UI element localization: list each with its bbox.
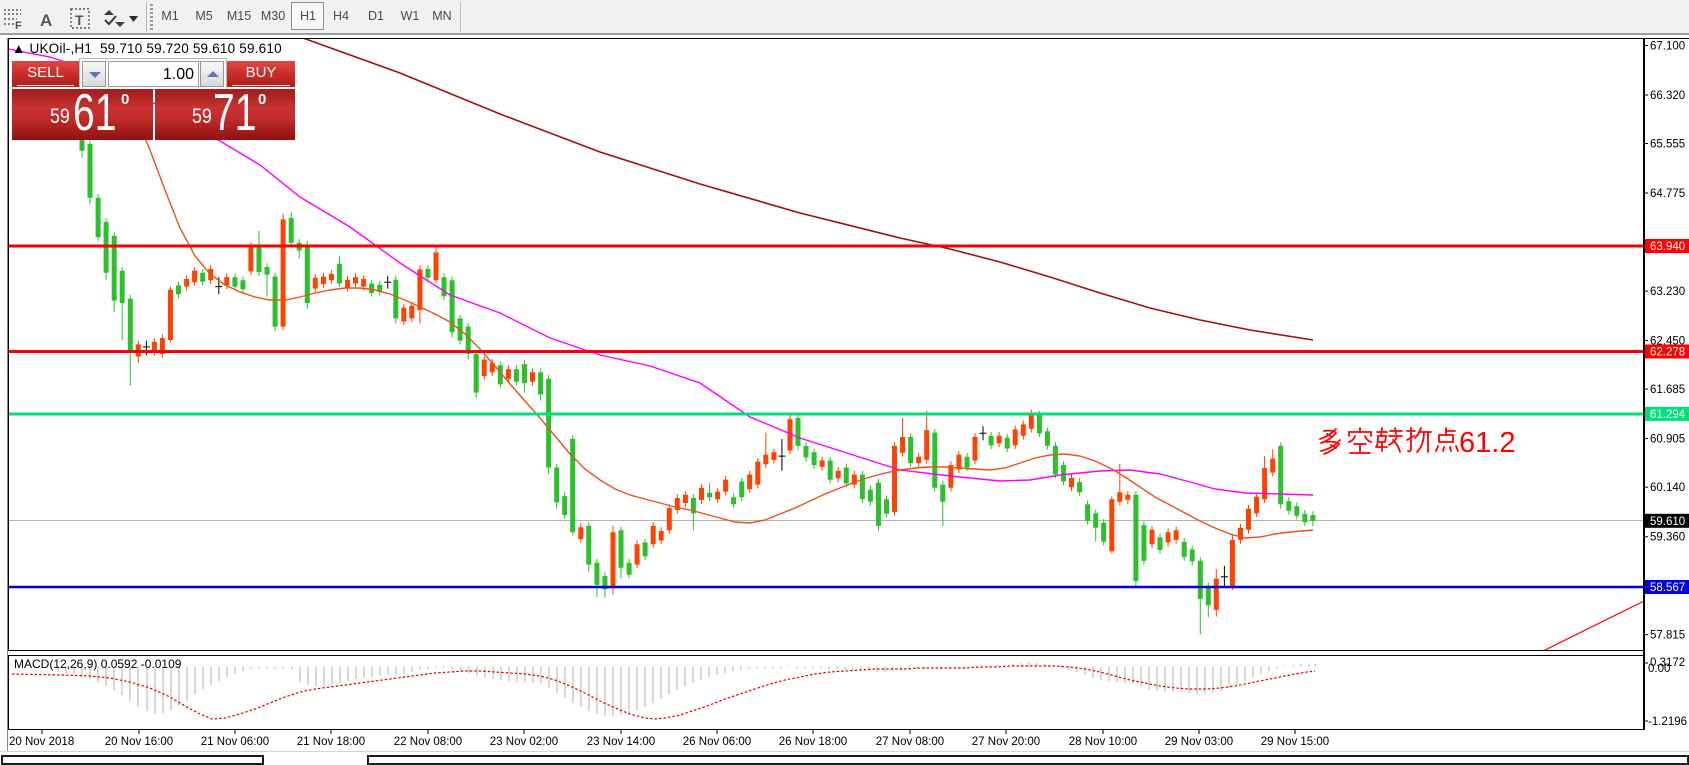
svg-text:A: A — [40, 11, 52, 30]
svg-text:23 Nov 14:00: 23 Nov 14:00 — [587, 736, 655, 748]
svg-text:20 Nov 16:00: 20 Nov 16:00 — [105, 736, 173, 748]
svg-text:57.815: 57.815 — [1650, 630, 1685, 642]
svg-text:26 Nov 18:00: 26 Nov 18:00 — [779, 736, 847, 748]
svg-text:21 Nov 06:00: 21 Nov 06:00 — [201, 736, 269, 748]
svg-text:MACD(12,26,9) 0.0592 -0.0109: MACD(12,26,9) 0.0592 -0.0109 — [14, 657, 182, 671]
svg-text:64.775: 64.775 — [1650, 188, 1685, 200]
svg-text:60.905: 60.905 — [1650, 434, 1685, 446]
svg-text:22 Nov 08:00: 22 Nov 08:00 — [394, 736, 462, 748]
svg-text:60.140: 60.140 — [1650, 482, 1685, 494]
svg-text:0.3172: 0.3172 — [1650, 657, 1685, 669]
svg-text:0.00: 0.00 — [1648, 663, 1670, 675]
svg-text:67.100: 67.100 — [1650, 41, 1685, 53]
svg-text:23 Nov 02:00: 23 Nov 02:00 — [490, 736, 558, 748]
svg-text:63.940: 63.940 — [1650, 241, 1685, 253]
svg-text:58.567: 58.567 — [1650, 582, 1685, 594]
svg-text:28 Nov 10:00: 28 Nov 10:00 — [1069, 736, 1137, 748]
svg-text:21 Nov 18:00: 21 Nov 18:00 — [297, 736, 365, 748]
svg-text:62.278: 62.278 — [1650, 347, 1685, 359]
svg-text:66.320: 66.320 — [1650, 90, 1685, 102]
svg-text:61.685: 61.685 — [1650, 384, 1685, 396]
svg-text:27 Nov 20:00: 27 Nov 20:00 — [972, 736, 1040, 748]
svg-text:F: F — [15, 20, 22, 32]
svg-text:29 Nov 03:00: 29 Nov 03:00 — [1165, 736, 1233, 748]
svg-text:61.294: 61.294 — [1650, 409, 1686, 421]
svg-text:65.555: 65.555 — [1650, 139, 1685, 151]
svg-text:-1.2196: -1.2196 — [1648, 716, 1687, 728]
svg-text:61.2: 61.2 — [1459, 427, 1515, 459]
svg-text:26 Nov 06:00: 26 Nov 06:00 — [683, 736, 751, 748]
svg-text:T: T — [75, 12, 84, 28]
svg-text:59.360: 59.360 — [1650, 532, 1685, 544]
svg-text:29 Nov 15:00: 29 Nov 15:00 — [1261, 736, 1329, 748]
svg-text:27 Nov 08:00: 27 Nov 08:00 — [876, 736, 944, 748]
svg-text:20 Nov 2018: 20 Nov 2018 — [9, 736, 74, 748]
svg-text:63.230: 63.230 — [1650, 286, 1685, 298]
svg-text:59.610: 59.610 — [1650, 516, 1685, 528]
